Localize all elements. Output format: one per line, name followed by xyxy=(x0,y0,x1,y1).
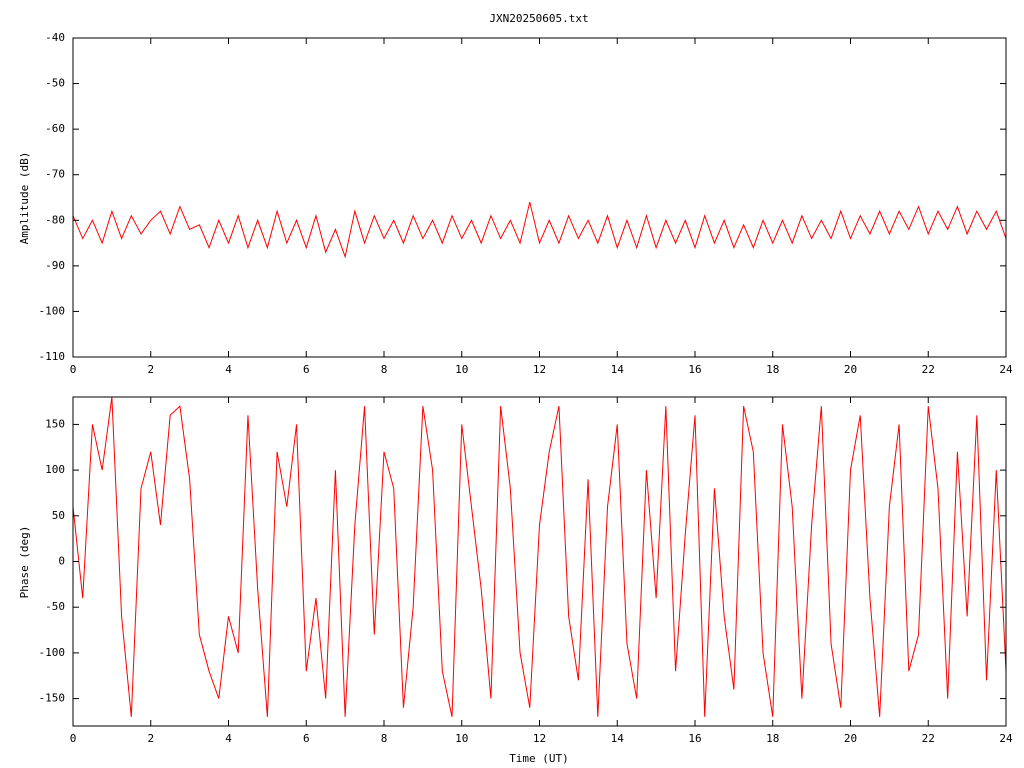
y-tick-label: 150 xyxy=(45,417,65,430)
y-tick-label: -80 xyxy=(45,213,65,226)
y-tick-label: -150 xyxy=(39,692,66,705)
x-tick-label: 4 xyxy=(225,363,232,376)
y-axis-label: Amplitude (dB) xyxy=(18,152,31,245)
y-tick-label: -50 xyxy=(45,77,65,90)
y-tick-label: -100 xyxy=(39,646,66,659)
x-tick-label: 22 xyxy=(922,732,935,745)
x-tick-label: 10 xyxy=(455,732,468,745)
y-tick-label: 50 xyxy=(52,509,65,522)
y-tick-label: -70 xyxy=(45,168,65,181)
chart-title: JXN20250605.txt xyxy=(489,12,588,25)
x-tick-label: 10 xyxy=(455,363,468,376)
x-tick-label: 12 xyxy=(533,732,546,745)
x-tick-label: 18 xyxy=(766,732,779,745)
x-tick-label: 24 xyxy=(999,732,1013,745)
x-tick-label: 2 xyxy=(147,363,154,376)
x-tick-label: 16 xyxy=(688,732,701,745)
x-tick-label: 24 xyxy=(999,363,1013,376)
x-axis-label: Time (UT) xyxy=(509,752,569,765)
x-tick-label: 0 xyxy=(70,363,77,376)
y-tick-label: -50 xyxy=(45,600,65,613)
y-tick-label: 100 xyxy=(45,463,65,476)
x-tick-label: 22 xyxy=(922,363,935,376)
y-axis-label: Phase (deg) xyxy=(18,526,31,599)
y-tick-label: -90 xyxy=(45,259,65,272)
x-tick-label: 16 xyxy=(688,363,701,376)
x-tick-label: 6 xyxy=(303,732,310,745)
y-tick-label: -60 xyxy=(45,122,65,135)
data-line xyxy=(72,396,1007,717)
x-tick-label: 6 xyxy=(303,363,310,376)
x-tick-label: 20 xyxy=(844,363,857,376)
x-tick-label: 14 xyxy=(611,363,625,376)
x-tick-label: 12 xyxy=(533,363,546,376)
x-tick-label: 2 xyxy=(147,732,154,745)
y-tick-label: -40 xyxy=(45,31,65,44)
y-tick-label: -110 xyxy=(39,350,66,363)
x-tick-label: 0 xyxy=(70,732,77,745)
x-tick-label: 4 xyxy=(225,732,232,745)
x-tick-label: 8 xyxy=(381,363,388,376)
x-tick-label: 20 xyxy=(844,732,857,745)
x-tick-label: 18 xyxy=(766,363,779,376)
x-tick-label: 14 xyxy=(611,732,625,745)
data-line xyxy=(72,201,1007,259)
y-tick-label: 0 xyxy=(58,555,65,568)
y-tick-label: -100 xyxy=(39,304,66,317)
x-tick-label: 8 xyxy=(381,732,388,745)
